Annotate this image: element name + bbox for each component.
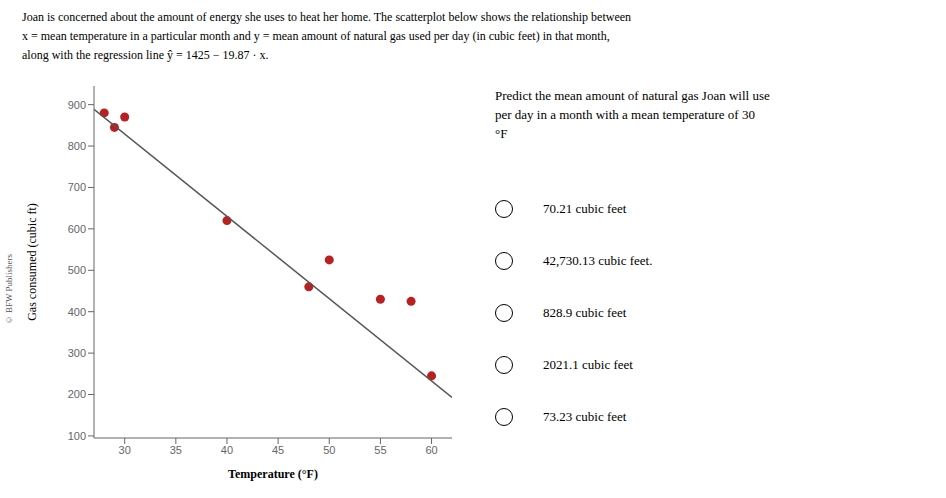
svg-text:Temperature (°F): Temperature (°F): [228, 467, 318, 481]
svg-text:700: 700: [68, 181, 86, 193]
svg-text:300: 300: [68, 347, 86, 359]
svg-text:Gas consumed (cubic ft): Gas consumed (cubic ft): [25, 203, 39, 321]
svg-text:30: 30: [119, 444, 131, 456]
svg-text:45: 45: [272, 444, 284, 456]
html-text:70.21 cubic feet: 70.21 cubic feet: [543, 201, 627, 216]
svg-text:500: 500: [68, 264, 86, 276]
svg-text:40: 40: [221, 444, 233, 456]
svg-text:200: 200: [68, 388, 86, 400]
svg-text:900: 900: [68, 99, 86, 111]
html-text:73.23 cubic feet: 73.23 cubic feet: [543, 409, 627, 424]
html-text:2021.1 cubic feet: 2021.1 cubic feet: [543, 357, 633, 372]
svg-text:800: 800: [68, 140, 86, 152]
html-text:828.9 cubic feet: 828.9 cubic feet: [543, 305, 627, 320]
html-text:Joan is concerned about the am: Joan is concerned about the amount of en…: [22, 10, 632, 62]
html-text:42,730.13 cubic feet.: 42,730.13 cubic feet.: [543, 253, 653, 268]
svg-text:60: 60: [425, 444, 437, 456]
svg-text:400: 400: [68, 306, 86, 318]
svg-text:55: 55: [374, 444, 386, 456]
svg-text:100: 100: [68, 430, 86, 442]
svg-text:35: 35: [170, 444, 182, 456]
svg-text:600: 600: [68, 223, 86, 235]
svg-text:50: 50: [323, 444, 335, 456]
html-text:© BFW Publishers: © BFW Publishers: [4, 254, 14, 326]
html-text:Predict the mean amount of nat: Predict the mean amount of natural gas J…: [495, 88, 770, 141]
